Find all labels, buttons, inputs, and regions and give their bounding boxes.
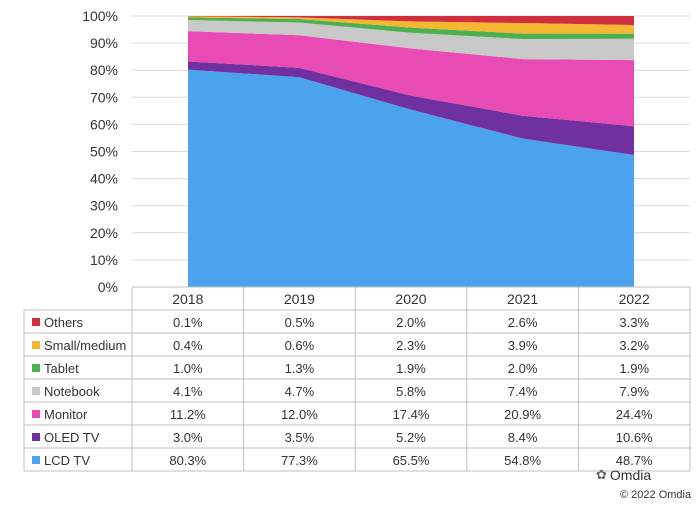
y-tick-label: 30% [90,198,118,214]
legend-swatch [32,433,40,441]
legend-swatch [32,410,40,418]
y-tick-label: 70% [90,89,118,105]
legend-label: OLED TV [44,430,100,445]
data-label: 7.4% [508,384,538,399]
x-tick-label: 2020 [395,291,426,307]
legend-swatch [32,341,40,349]
legend-label: Others [44,315,84,330]
legend-swatch [32,364,40,372]
y-tick-label: 50% [90,144,118,160]
data-label: 5.2% [396,430,426,445]
data-label: 1.9% [396,361,426,376]
data-label: 10.6% [616,430,653,445]
data-label: 17.4% [393,407,430,422]
area-oled-tv [188,61,634,156]
data-label: 0.5% [285,315,315,330]
data-label: 0.1% [173,315,203,330]
data-label: 5.8% [396,384,426,399]
data-label: 12.0% [281,407,318,422]
data-label: 2.3% [396,338,426,353]
data-label: 65.5% [393,453,430,468]
data-label: 77.3% [281,453,318,468]
data-label: 11.2% [170,407,206,422]
data-label: 3.3% [619,315,649,330]
legend-label: Tablet [44,361,79,376]
x-tick-label: 2019 [284,291,315,307]
data-label: 7.9% [619,384,649,399]
data-label: 3.0% [173,430,203,445]
brand-logo: ✿ Omdia [596,467,651,483]
y-tick-label: 100% [82,8,118,24]
data-label: 1.3% [285,361,315,376]
data-label: 2.0% [396,315,426,330]
data-label: 54.8% [504,453,541,468]
brand-name: Omdia [609,467,652,483]
data-label: 3.5% [285,430,315,445]
area-tablet [188,17,634,40]
x-tick-label: 2022 [619,291,650,307]
data-table: 2018 2019 2020 2021 2022 Others 0.1% 0.5% 2.0% 2.… [23,286,691,472]
y-axis: 0% 10% 20% 30% 40% 50% 60% 70% 80% 90% 100% [82,8,118,295]
y-tick-label: 20% [90,225,118,241]
data-label: 20.9% [504,407,541,422]
y-tick-label: 60% [90,116,118,132]
data-label: 3.9% [508,338,538,353]
legend-swatch [32,387,40,395]
wechat-icon: ✿ [596,467,607,482]
data-label: 24.4% [616,407,653,422]
y-tick-label: 40% [90,171,118,187]
stacked-areas [188,16,634,287]
area-lcd-tv [188,69,634,287]
data-label: 48.7% [616,453,653,468]
area-notebook [188,20,634,61]
data-label: 1.9% [619,361,649,376]
data-label: 3.2% [619,338,649,353]
data-label: 0.4% [173,338,203,353]
legend-label: Notebook [44,384,100,399]
copyright: © 2022 Omdia [620,489,692,501]
area-monitor [188,31,634,127]
y-tick-label: 0% [98,279,118,295]
area-small-medium [188,16,634,34]
x-tick-label: 2021 [507,291,538,307]
legend-label: Monitor [44,407,88,422]
legend-swatch [32,456,40,464]
data-label: 8.4% [508,430,538,445]
legend-label: LCD TV [44,453,90,468]
data-label: 2.0% [508,361,538,376]
data-label: 4.1% [173,384,203,399]
data-label: 4.7% [285,384,315,399]
data-label: 1.0% [173,361,203,376]
y-tick-label: 90% [90,35,118,51]
data-label: 2.6% [508,315,538,330]
x-tick-label: 2018 [172,291,203,307]
data-label: 80.3% [169,453,206,468]
y-tick-label: 10% [90,252,118,268]
legend-swatch [32,318,40,326]
area-others [188,16,634,25]
legend-label: Small/medium [44,338,126,353]
y-tick-label: 80% [90,62,118,78]
data-label: 0.6% [285,338,315,353]
